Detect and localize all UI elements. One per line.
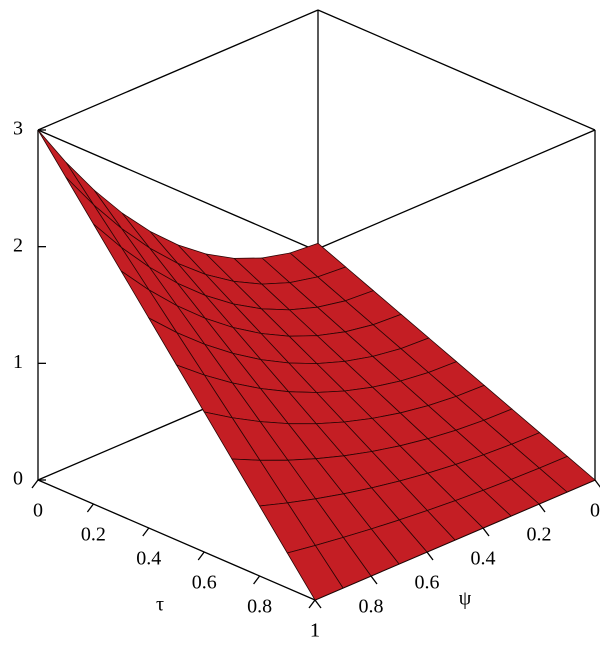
x-tick-label: 0.4 — [136, 548, 161, 570]
x-tick — [142, 527, 150, 537]
box-edge — [37, 9, 319, 131]
z-tick-label: 2 — [13, 234, 23, 256]
box-edge — [37, 129, 316, 251]
y-tick-label: 0.6 — [415, 572, 440, 594]
y-tick-label: 0.2 — [527, 524, 552, 546]
x-tick-label: 0.2 — [81, 524, 106, 546]
y-axis-label: ψ — [459, 588, 472, 610]
z-tick-label: 0 — [13, 468, 23, 490]
x-tick — [197, 551, 205, 561]
y-tick-label: 1 — [310, 620, 320, 642]
z-tick-label: 3 — [13, 118, 23, 140]
y-tick — [594, 479, 600, 488]
y-tick-label: 0.4 — [471, 548, 496, 570]
x-tick — [86, 503, 94, 513]
x-tick — [253, 575, 261, 585]
x-tick-label: 0.8 — [247, 596, 272, 618]
box-edge — [317, 9, 596, 131]
y-tick-label: 0.8 — [359, 596, 384, 618]
y-tick — [482, 527, 490, 537]
y-tick-label: 0 — [590, 500, 600, 522]
box-edge — [314, 129, 596, 251]
x-tick-label: 0 — [33, 500, 43, 522]
box-edge — [37, 479, 316, 601]
y-tick — [314, 599, 322, 609]
x-tick — [308, 599, 316, 609]
y-tick — [426, 551, 434, 561]
surface-patch — [37, 129, 95, 206]
x-axis-label: τ — [156, 594, 164, 616]
y-tick — [370, 575, 378, 585]
x-tick — [31, 479, 39, 489]
x-tick-label: 1 — [310, 620, 320, 642]
x-tick-label: 0.6 — [192, 572, 217, 594]
y-tick — [538, 503, 546, 513]
z-tick-label: 1 — [13, 351, 23, 373]
